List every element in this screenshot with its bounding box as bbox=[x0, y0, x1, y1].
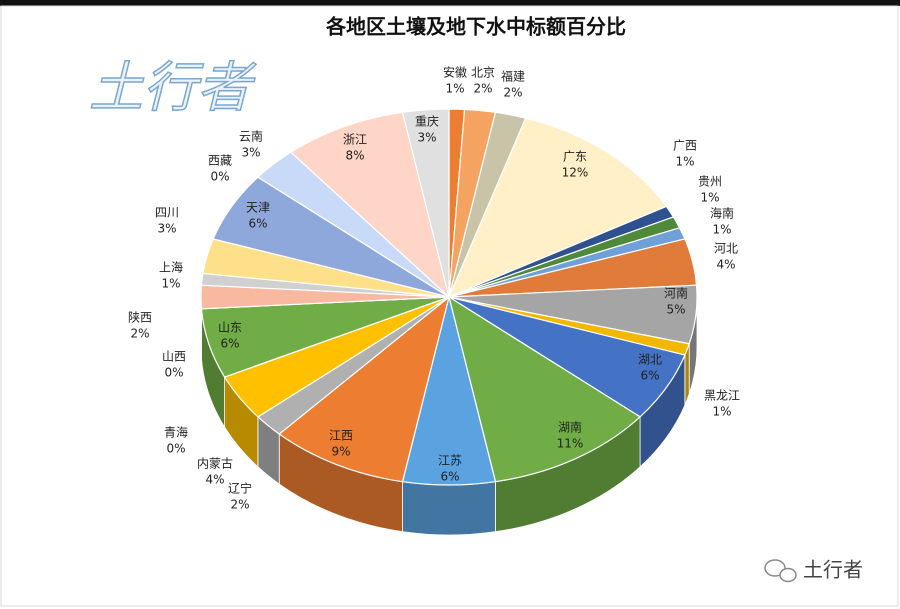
labels: 安徽1%北京2%福建2%广东12%广西1%贵州1%海南1%河北4%河南5%黑龙江… bbox=[128, 65, 740, 512]
value-label: 2% bbox=[130, 327, 149, 341]
slice bbox=[447, 117, 668, 299]
slice-label: 陕西 bbox=[128, 310, 152, 325]
slice bbox=[448, 295, 642, 483]
value-label: 2% bbox=[473, 82, 492, 96]
pie: 安徽1%北京2%福建2%广东12%广西1%贵州1%海南1%河北4%河南5%黑龙江… bbox=[128, 65, 740, 536]
slice-label: 云南 bbox=[239, 129, 263, 144]
value-label: 6% bbox=[248, 217, 267, 231]
slice-label: 内蒙古 bbox=[197, 456, 233, 471]
slice-label: 浙江 bbox=[343, 133, 367, 147]
chart-title: 各地区土壤及地下水中标额百分比 bbox=[325, 15, 626, 39]
value-label: 0% bbox=[210, 170, 229, 184]
slice-label: 广西 bbox=[673, 139, 697, 153]
slice-label: 重庆 bbox=[415, 115, 439, 129]
slice-label: 辽宁 bbox=[228, 481, 252, 496]
slice bbox=[289, 111, 451, 299]
value-label: 6% bbox=[220, 337, 239, 351]
value-label: 5% bbox=[666, 303, 685, 317]
value-label: 4% bbox=[205, 473, 224, 487]
value-label: 3% bbox=[157, 222, 176, 236]
pie-tops bbox=[200, 108, 698, 486]
pie-sides bbox=[200, 296, 698, 536]
source-badge: 土行者 bbox=[764, 558, 863, 583]
wechat-icon bbox=[779, 567, 797, 583]
value-label: 6% bbox=[640, 369, 659, 383]
slice-label: 北京 bbox=[471, 66, 495, 80]
slice-label: 青海 bbox=[164, 425, 188, 440]
slice bbox=[401, 108, 450, 298]
value-label: 4% bbox=[716, 258, 735, 272]
slice-label: 黑龙江 bbox=[704, 389, 740, 403]
value-label: 3% bbox=[241, 146, 260, 160]
slice-label: 天津 bbox=[246, 201, 270, 215]
value-label: 1% bbox=[712, 405, 731, 419]
value-label: 0% bbox=[164, 366, 183, 380]
value-label: 6% bbox=[440, 470, 459, 484]
wechat-icon bbox=[764, 559, 786, 577]
slice-label: 山东 bbox=[218, 321, 242, 335]
value-label: 9% bbox=[331, 445, 350, 459]
value-label: 3% bbox=[417, 131, 436, 145]
top-bar bbox=[0, 0, 900, 6]
slice-label: 贵州 bbox=[698, 175, 722, 189]
value-label: 1% bbox=[161, 277, 180, 291]
frame bbox=[0, 5, 899, 607]
slice bbox=[278, 295, 451, 483]
slice-label: 河北 bbox=[714, 242, 738, 256]
value-label: 1% bbox=[675, 155, 694, 169]
slice-label: 西藏 bbox=[208, 154, 232, 168]
value-label: 1% bbox=[700, 191, 719, 205]
slice-label: 广东 bbox=[563, 150, 587, 164]
watermark: 土行者 bbox=[89, 56, 257, 119]
slice-label: 湖北 bbox=[638, 352, 662, 367]
value-label: 11% bbox=[557, 437, 584, 451]
slice-side bbox=[402, 481, 496, 536]
value-label: 2% bbox=[503, 86, 522, 100]
value-label: 0% bbox=[166, 442, 185, 456]
source-label: 土行者 bbox=[803, 558, 863, 582]
slice-label: 上海 bbox=[159, 260, 183, 275]
slice-label: 海南 bbox=[710, 206, 734, 221]
slice-label: 山西 bbox=[162, 350, 186, 364]
value-label: 1% bbox=[712, 223, 731, 237]
slice-label: 福建 bbox=[501, 69, 525, 84]
value-label: 8% bbox=[345, 149, 364, 163]
value-label: 2% bbox=[230, 498, 249, 512]
value-label: 1% bbox=[445, 82, 464, 96]
slice-label: 江苏 bbox=[438, 454, 462, 468]
slice-label: 安徽 bbox=[443, 65, 467, 80]
value-label: 12% bbox=[562, 166, 589, 180]
slice-label: 江西 bbox=[329, 429, 353, 443]
slice-label: 河南 bbox=[664, 286, 688, 301]
slice-label: 湖南 bbox=[558, 420, 582, 435]
slice-label: 四川 bbox=[155, 206, 179, 220]
